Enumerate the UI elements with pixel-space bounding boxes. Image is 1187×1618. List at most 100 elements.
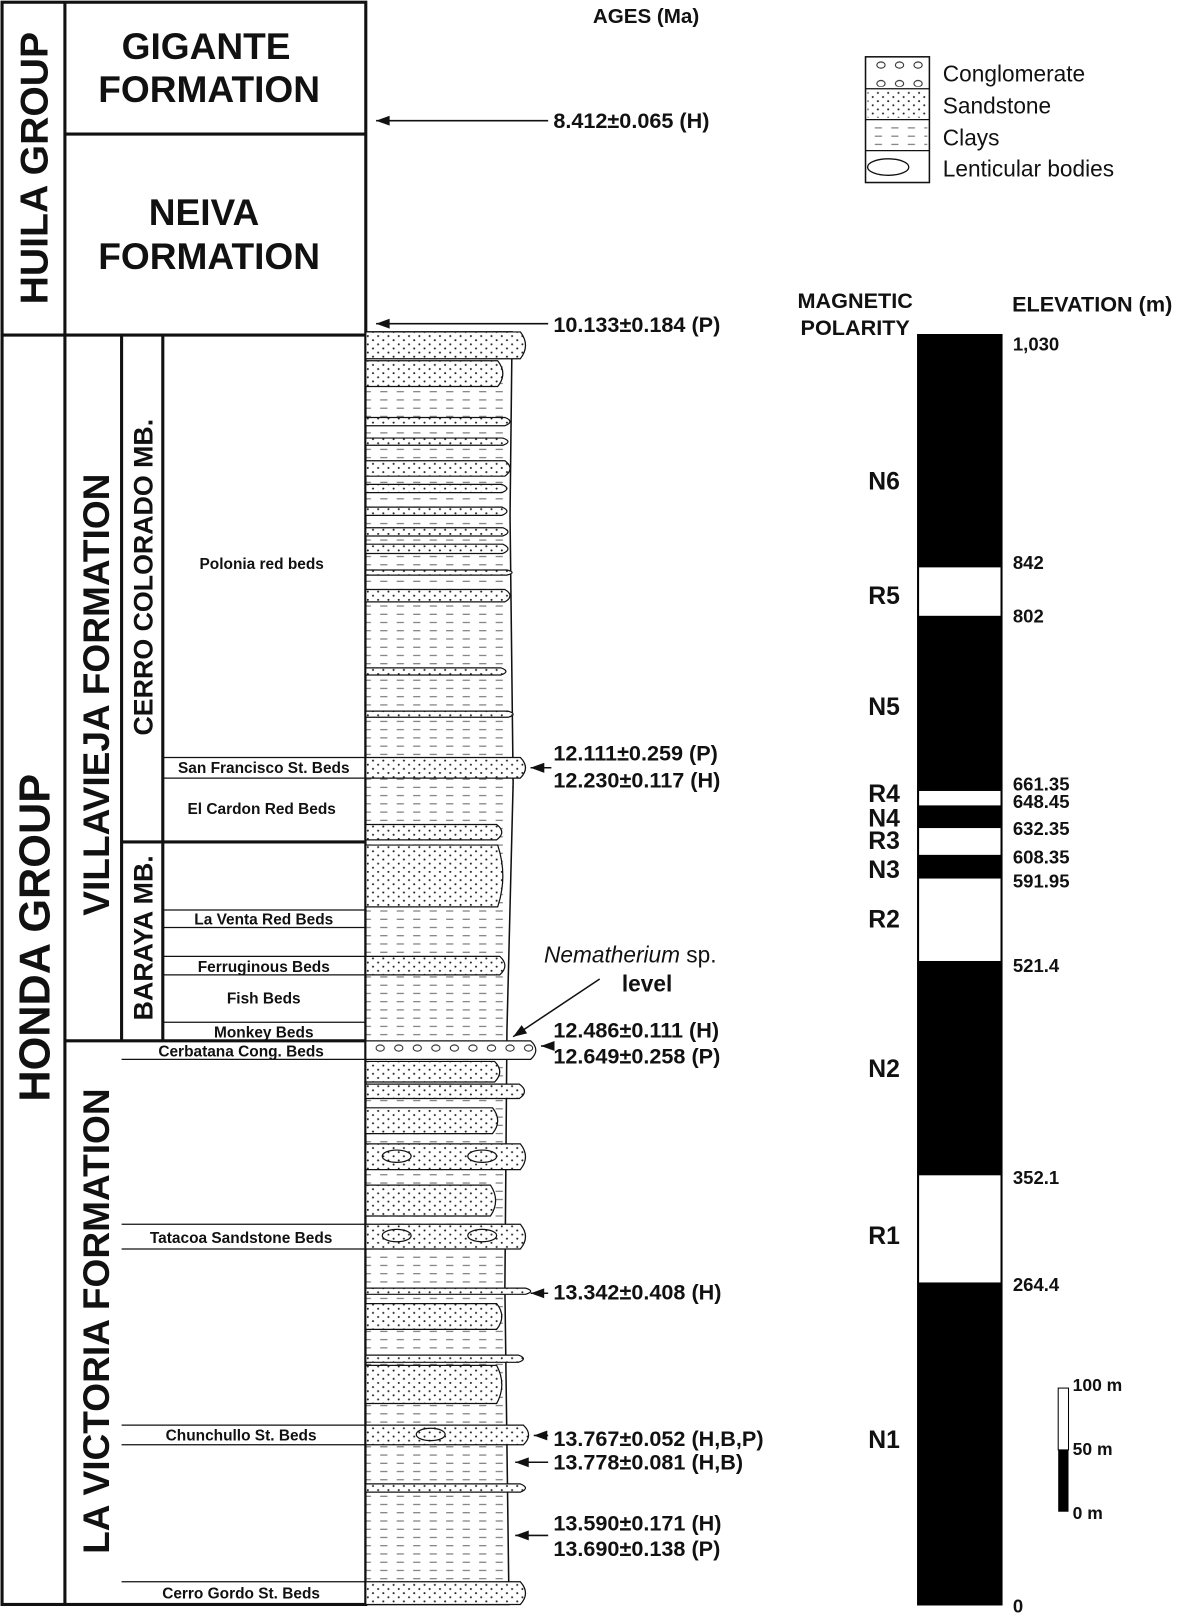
elevation-label: 842	[1013, 552, 1044, 573]
legend-label: Conglomerate	[943, 61, 1085, 87]
age-arrow	[512, 978, 601, 1038]
elevation-label: 661.35	[1013, 773, 1070, 794]
age-label: 13.767±0.052 (H,B,P)	[553, 1426, 763, 1451]
lithology-band	[365, 1060, 501, 1083]
lithology-band	[365, 1302, 503, 1330]
polarity-title: POLARITY	[801, 315, 911, 340]
bed-label: Cerro Gordo St. Beds	[162, 1585, 320, 1602]
annotation: Nematherium sp.	[544, 942, 717, 968]
legend: Conglomerate Sandstone Clays Lenticular …	[864, 56, 1114, 184]
polarity-label: N1	[868, 1427, 900, 1454]
formation-label: NEIVA	[149, 191, 260, 233]
elevation-label: 632.35	[1013, 818, 1070, 839]
formation-label: GIGANTE	[122, 25, 291, 67]
lenticular-body	[381, 1228, 412, 1243]
elevation-label: 802	[1013, 606, 1044, 627]
age-label: 13.690±0.138 (P)	[553, 1536, 720, 1561]
lithology-band	[365, 588, 511, 603]
lenticular-body	[467, 1228, 498, 1243]
lithology-band	[365, 823, 503, 841]
lithology-band	[365, 360, 504, 388]
lenticular-body	[381, 1149, 412, 1164]
bed-label: La Venta Red Beds	[194, 911, 333, 928]
lithology-band	[365, 1424, 530, 1446]
polarity-title: MAGNETIC	[798, 288, 914, 313]
bed-label: Monkey Beds	[214, 1025, 314, 1042]
age-label: 8.412±0.065 (H)	[553, 108, 709, 133]
bed-label: Tatacoa Sandstone Beds	[150, 1230, 332, 1247]
elevation-label: 264.4	[1013, 1274, 1060, 1295]
member-label: BARAYA MB.	[128, 855, 158, 1020]
formation-label: LA VICTORIA FORMATION	[75, 1088, 117, 1554]
legend-label: Clays	[943, 124, 1000, 150]
lithology-band	[365, 483, 508, 494]
age-label: 13.778±0.081 (H,B)	[553, 1449, 743, 1474]
lithology-band	[365, 1223, 527, 1250]
bed-label: San Francisco St. Beds	[178, 760, 350, 777]
age-label: 12.649±0.258 (P)	[553, 1044, 720, 1069]
elevation-label: 648.45	[1013, 791, 1070, 812]
bed-label: Polonia red beds	[200, 556, 324, 573]
legend-label: Lenticular bodies	[943, 155, 1114, 181]
arrow-head	[376, 318, 390, 329]
polarity-label: R5	[868, 583, 900, 610]
age-label: 12.230±0.117 (H)	[553, 767, 720, 792]
column-frame	[0, 0, 368, 1607]
lithology-band	[365, 955, 506, 976]
polarity-label: N6	[868, 469, 900, 496]
age-label: 10.133±0.184 (P)	[553, 312, 720, 337]
bed-label: Ferruginous Beds	[198, 959, 330, 976]
lithology-band	[365, 1581, 527, 1606]
polarity-label: N3	[868, 857, 900, 884]
arrow-head	[530, 1288, 545, 1299]
lithology-column	[365, 331, 537, 1606]
lithology-band	[365, 1107, 499, 1135]
elevation-label: 521.4	[1013, 955, 1060, 976]
lithology-band	[365, 1083, 526, 1100]
arrow-head	[530, 762, 545, 773]
annotation: level	[622, 970, 672, 996]
formation-label: VILLAVIEJA FORMATION	[75, 474, 117, 916]
age-label: 12.111±0.259 (P)	[553, 741, 718, 766]
lithology-band	[365, 460, 511, 477]
group-label: HONDA GROUP	[11, 774, 59, 1102]
arrow-head	[533, 1430, 548, 1441]
elevation-label: 1,030	[1013, 333, 1059, 354]
bed-label: El Cardon Red Beds	[188, 801, 336, 818]
member-label: CERRO COLORADO MB.	[128, 419, 158, 736]
elevation-label: 608.35	[1013, 847, 1070, 868]
elevation-label: 591.95	[1013, 870, 1070, 891]
formation-label: FORMATION	[98, 235, 320, 277]
age-label: 12.486±0.111 (H)	[553, 1018, 719, 1043]
labels: AGES (Ma) HUILA GROUP HONDA GROUP GIGANT…	[11, 5, 1172, 1602]
lithology-band	[365, 527, 509, 537]
group-label: HUILA GROUP	[13, 32, 56, 305]
bed-label: Chunchullo St. Beds	[166, 1428, 317, 1445]
lenticular-body	[467, 1149, 498, 1164]
annotation-text: sp.	[680, 942, 717, 968]
lithology-band	[365, 437, 509, 446]
lithology-band	[365, 569, 513, 576]
lithology-band	[365, 667, 507, 676]
elevation-title: ELEVATION (m)	[1012, 291, 1172, 316]
elevation-label: 0	[1013, 1596, 1023, 1617]
lithology-band	[365, 1143, 527, 1171]
age-label: 13.590±0.171 (H)	[553, 1510, 721, 1535]
annotation-species: Nematherium	[544, 942, 680, 968]
lithology-band	[365, 416, 511, 427]
lithology-band	[365, 756, 527, 779]
lithology-band	[365, 844, 504, 908]
polarity-label: N2	[868, 1056, 900, 1083]
lithology-band	[365, 1354, 525, 1363]
polarity-column	[917, 333, 1070, 1606]
age-label: 13.342±0.408 (H)	[553, 1279, 721, 1304]
ages-title: AGES (Ma)	[593, 5, 699, 28]
lithology-band	[365, 710, 514, 718]
lenticular-body	[415, 1427, 446, 1442]
polarity-label: R4	[868, 781, 900, 808]
scale-label: 0 m	[1073, 1503, 1103, 1523]
scale-label: 50 m	[1073, 1439, 1113, 1459]
legend-label: Sandstone	[943, 92, 1051, 118]
polarity-label: N5	[868, 694, 900, 721]
